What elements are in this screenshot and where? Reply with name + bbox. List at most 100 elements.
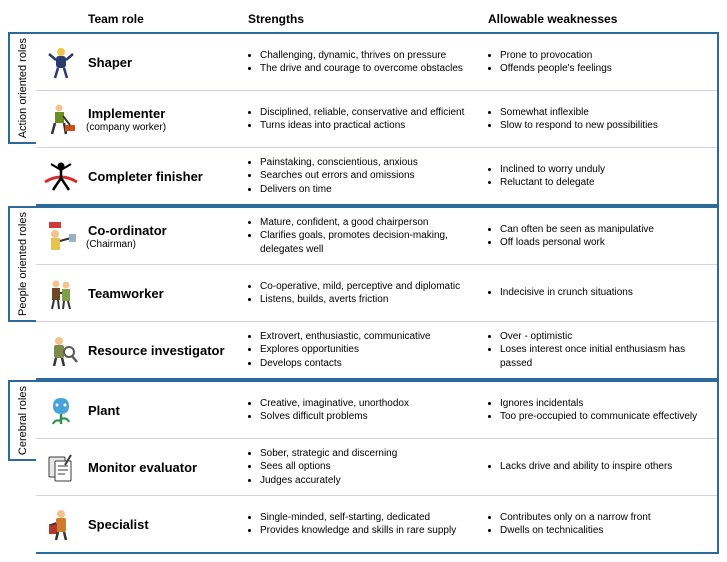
weakness-item: Over - optimistic: [500, 330, 711, 344]
role-name: Implementer: [86, 106, 165, 121]
role-name-cell: Specialist: [86, 517, 246, 532]
role-name: Co-ordinator: [86, 223, 167, 238]
strengths-list: Painstaking, conscientious, anxiousSearc…: [246, 156, 486, 197]
strength-item: Sees all options: [260, 460, 480, 474]
role-name-cell: Completer finisher: [86, 169, 246, 184]
role-name: Monitor evaluator: [86, 460, 197, 475]
weakness-item: Contributes only on a narrow front: [500, 511, 711, 525]
team-roles-table: Team role Strengths Allowable weaknesses…: [8, 8, 719, 554]
role-row: Shaper Challenging, dynamic, thrives on p…: [36, 34, 717, 90]
strength-item: Challenging, dynamic, thrives on pressur…: [260, 49, 480, 63]
coordinator-icon: [36, 212, 86, 260]
strengths-list: Extrovert, enthusiastic, communicativeEx…: [246, 330, 486, 371]
role-name-cell: Implementer(company worker): [86, 106, 246, 133]
group-label: Cerebral roles: [15, 382, 31, 459]
strength-item: Solves difficult problems: [260, 410, 480, 424]
strengths-list: Sober, strategic and discerningSees all …: [246, 447, 486, 488]
strength-item: Explores opportunities: [260, 343, 480, 357]
weakness-item: Too pre-occupied to communicate effectiv…: [500, 410, 711, 424]
weakness-item: Somewhat inflexible: [500, 106, 711, 120]
weakness-item: Indecisive in crunch situations: [500, 286, 711, 300]
role-subtitle: (company worker): [86, 122, 246, 133]
group-body: Co-ordinator(Chairman)Mature, confident,…: [36, 206, 719, 380]
role-name-cell: Shaper: [86, 55, 246, 70]
role-row: Implementer(company worker) Disciplined, …: [36, 90, 717, 147]
role-name-cell: Co-ordinator(Chairman): [86, 223, 246, 250]
weaknesses-list: Contributes only on a narrow frontDwells…: [486, 511, 717, 538]
header-strengths: Strengths: [246, 8, 486, 32]
header-role: Team role: [86, 8, 246, 32]
role-name-cell: Resource investigator: [86, 343, 246, 358]
strength-item: Co-operative, mild, perceptive and diplo…: [260, 280, 480, 294]
weaknesses-list: Can often be seen as manipulativeOff loa…: [486, 223, 717, 250]
role-row: Resource investigator Extrovert, enthusia…: [36, 321, 717, 378]
role-name-cell: Teamworker: [86, 286, 246, 301]
role-row: Teamworker Co-operative, mild, perceptive…: [36, 264, 717, 321]
strength-item: Creative, imaginative, unorthodox: [260, 397, 480, 411]
strength-item: The drive and courage to overcome obstac…: [260, 62, 480, 76]
strength-item: Disciplined, reliable, conservative and …: [260, 106, 480, 120]
role-subtitle: (Chairman): [86, 239, 246, 250]
strength-item: Turns ideas into practical actions: [260, 119, 480, 133]
group-label-cell: Cerebral roles: [8, 380, 36, 461]
strengths-list: Co-operative, mild, perceptive and diplo…: [246, 280, 486, 307]
role-name: Specialist: [86, 517, 149, 532]
weaknesses-list: Indecisive in crunch situations: [486, 286, 717, 300]
completer-icon: [36, 152, 86, 200]
specialist-icon: [36, 500, 86, 548]
strength-item: Listens, builds, averts friction: [260, 293, 480, 307]
strength-item: Clarifies goals, promotes decision-makin…: [260, 229, 480, 256]
role-name-cell: Plant: [86, 403, 246, 418]
role-row: Completer finisher Painstaking, conscient…: [36, 147, 717, 204]
role-name: Shaper: [86, 55, 132, 70]
role-name: Resource investigator: [86, 343, 225, 358]
strengths-list: Challenging, dynamic, thrives on pressur…: [246, 49, 486, 76]
role-name: Teamworker: [86, 286, 164, 301]
strength-item: Delivers on time: [260, 183, 480, 197]
strengths-list: Disciplined, reliable, conservative and …: [246, 106, 486, 133]
strength-item: Searches out errors and omissions: [260, 169, 480, 183]
weaknesses-list: Over - optimisticLoses interest once ini…: [486, 330, 717, 371]
implementer-icon: [36, 95, 86, 143]
weakness-item: Prone to provocation: [500, 49, 711, 63]
weaknesses-list: Somewhat inflexibleSlow to respond to ne…: [486, 106, 717, 133]
shaper-icon: [36, 38, 86, 86]
strength-item: Develops contacts: [260, 357, 480, 371]
strength-item: Single-minded, self-starting, dedicated: [260, 511, 480, 525]
weakness-item: Offends people's feelings: [500, 62, 711, 76]
weaknesses-list: Ignores incidentalsToo pre-occupied to c…: [486, 397, 717, 424]
weakness-item: Off loads personal work: [500, 236, 711, 250]
role-row: Specialist Single-minded, self-starting, …: [36, 495, 717, 552]
strength-item: Extrovert, enthusiastic, communicative: [260, 330, 480, 344]
weakness-item: Slow to respond to new possibilities: [500, 119, 711, 133]
strengths-list: Creative, imaginative, unorthodoxSolves …: [246, 397, 486, 424]
role-name: Plant: [86, 403, 120, 418]
group-label-cell: Action oriented roles: [8, 32, 36, 144]
role-row: Monitor evaluator Sober, strategic and di…: [36, 438, 717, 495]
resource-icon: [36, 326, 86, 374]
weakness-item: Ignores incidentals: [500, 397, 711, 411]
weakness-item: Dwells on technicalities: [500, 524, 711, 538]
role-row: Co-ordinator(Chairman)Mature, confident,…: [36, 208, 717, 264]
strength-item: Sober, strategic and discerning: [260, 447, 480, 461]
strength-item: Mature, confident, a good chairperson: [260, 216, 480, 230]
header-weaknesses: Allowable weaknesses: [486, 8, 719, 32]
plant-icon: [36, 386, 86, 434]
strengths-list: Mature, confident, a good chairpersonCla…: [246, 216, 486, 257]
role-name: Completer finisher: [86, 169, 203, 184]
group-label-cell: People oriented roles: [8, 206, 36, 322]
weakness-item: Can often be seen as manipulative: [500, 223, 711, 237]
group-body: Shaper Challenging, dynamic, thrives on p…: [36, 32, 719, 206]
weakness-item: Lacks drive and ability to inspire other…: [500, 460, 711, 474]
weaknesses-list: Inclined to worry undulyReluctant to del…: [486, 163, 717, 190]
monitor-icon: [36, 443, 86, 491]
group-label: Action oriented roles: [15, 34, 31, 142]
role-name-cell: Monitor evaluator: [86, 460, 246, 475]
weakness-item: Loses interest once initial enthusiasm h…: [500, 343, 711, 370]
weakness-item: Inclined to worry unduly: [500, 163, 711, 177]
teamworker-icon: [36, 269, 86, 317]
role-row: Plant Creative, imaginative, unorthodoxSo…: [36, 382, 717, 438]
weaknesses-list: Lacks drive and ability to inspire other…: [486, 460, 717, 474]
strength-item: Judges accurately: [260, 474, 480, 488]
weakness-item: Reluctant to delegate: [500, 176, 711, 190]
